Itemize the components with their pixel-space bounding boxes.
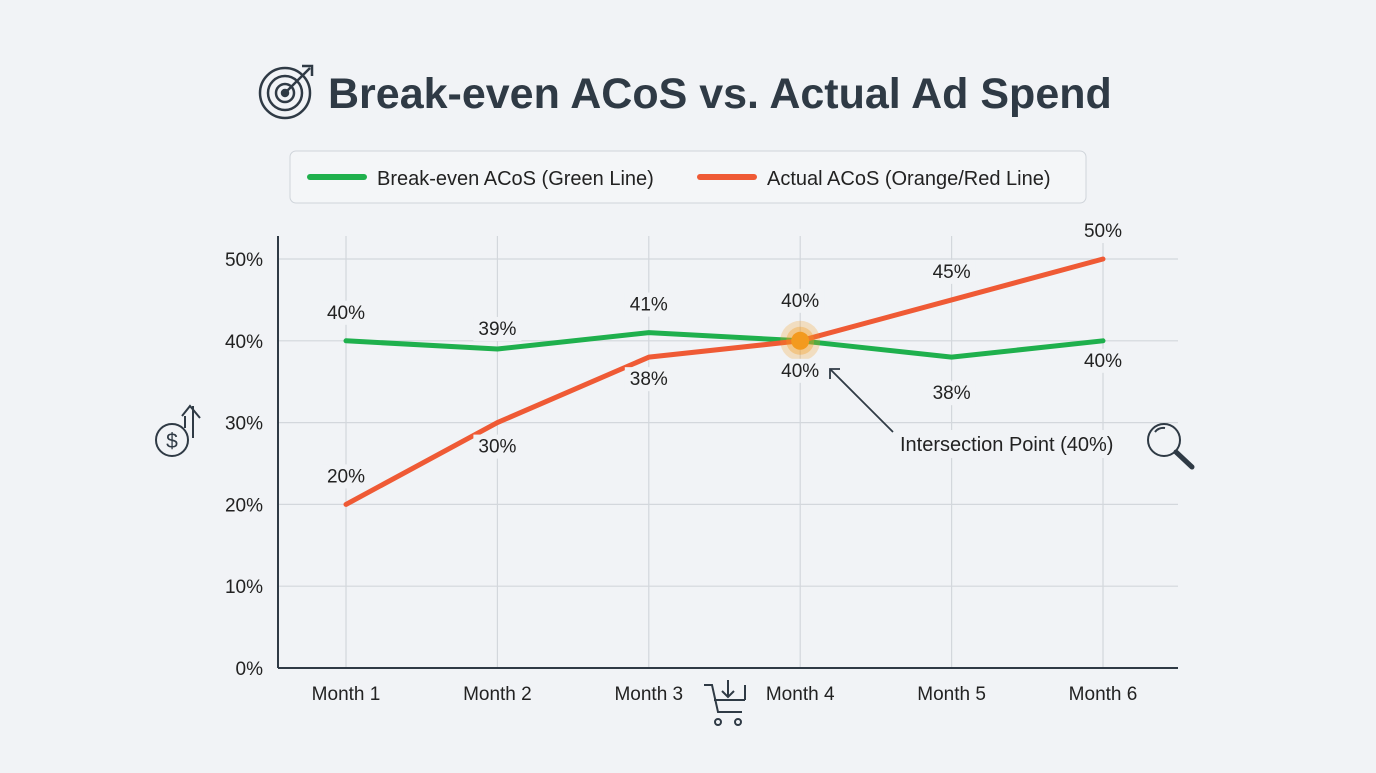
data-label: 40% [781,361,819,382]
y-tick-label: 20% [225,495,263,516]
data-label: 40% [781,291,819,312]
y-tick-label: 50% [225,250,263,271]
chart-title: Break-even ACoS vs. Actual Ad Spend [328,70,1112,118]
x-tick-label: Month 2 [463,684,532,705]
x-tick-label: Month 5 [917,684,986,705]
data-label: 38% [630,369,668,390]
legend-label-orange: Actual ACoS (Orange/Red Line) [767,168,1051,190]
data-label: 38% [933,383,971,404]
intersection-marker [791,332,809,350]
x-tick-label: Month 4 [766,684,835,705]
legend-label-green: Break-even ACoS (Green Line) [377,168,654,190]
data-label: 40% [1084,351,1122,372]
data-label: 40% [327,303,365,324]
data-label: 41% [630,295,668,316]
svg-text:$: $ [166,430,178,453]
legend: Break-even ACoS (Green Line) Actual ACoS… [290,151,1086,203]
x-tick-label: Month 1 [312,684,381,705]
magnifier-icon [1148,424,1192,467]
target-icon [260,66,312,118]
data-label: 30% [478,437,516,458]
y-tick-label: 40% [225,332,263,353]
series-line-0 [346,333,1103,358]
annotation-text: Intersection Point (40%) [900,434,1113,456]
series-line-1 [346,259,1103,504]
y-tick-label: 0% [236,659,264,680]
data-label: 39% [478,319,516,340]
x-tick-label: Month 6 [1069,684,1138,705]
data-label: 45% [933,262,971,283]
x-tick-label: Month 3 [614,684,683,705]
y-tick-label: 10% [225,577,263,598]
dollar-up-icon: $ [156,406,200,456]
data-label: 50% [1084,221,1122,242]
y-tick-label: 30% [225,414,263,435]
annotation: Intersection Point (40%) [830,369,1142,458]
data-label: 20% [327,466,365,487]
cart-download-icon [704,680,745,725]
series [346,259,1103,505]
